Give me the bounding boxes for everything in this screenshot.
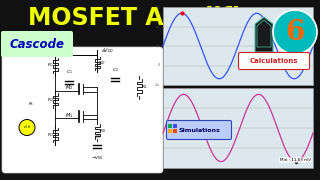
Text: $C_1$: $C_1$: [66, 69, 72, 76]
Text: $aV_{DD}$: $aV_{DD}$: [101, 46, 115, 55]
Text: $v_i(t)$: $v_i(t)$: [23, 124, 31, 131]
Text: Simulations: Simulations: [178, 127, 220, 132]
Text: 6u: 6u: [156, 5, 160, 9]
Text: $C_S$: $C_S$: [93, 133, 100, 141]
Text: $R_1$: $R_1$: [47, 62, 53, 69]
Text: Cascode: Cascode: [10, 37, 65, 51]
Text: 2u: 2u: [156, 44, 160, 48]
Text: -2u: -2u: [155, 83, 160, 87]
Text: $R_L$: $R_L$: [141, 84, 147, 91]
Text: $M_2$: $M_2$: [65, 83, 73, 92]
Text: 6: 6: [285, 19, 305, 46]
Text: Max: 11.13 mV: Max: 11.13 mV: [280, 42, 311, 46]
FancyBboxPatch shape: [166, 120, 231, 140]
Text: Calculations: Calculations: [250, 58, 298, 64]
Text: 0: 0: [158, 64, 160, 68]
Circle shape: [273, 10, 317, 54]
Text: $C_2$: $C_2$: [112, 67, 119, 74]
Circle shape: [19, 120, 35, 136]
Text: $R_2$: $R_2$: [47, 97, 53, 104]
Bar: [173, 129, 177, 133]
Text: $R_3$: $R_3$: [47, 131, 53, 139]
Text: $R_D$: $R_D$: [98, 60, 106, 68]
FancyBboxPatch shape: [163, 7, 313, 85]
FancyBboxPatch shape: [1, 31, 73, 57]
Text: MOSFET Amplifier: MOSFET Amplifier: [28, 6, 268, 30]
FancyBboxPatch shape: [163, 88, 313, 168]
Text: $R_s$: $R_s$: [28, 101, 34, 108]
Text: Min: -11.63 mV: Min: -11.63 mV: [280, 158, 311, 162]
Text: $R_S$: $R_S$: [99, 128, 106, 135]
Text: 4u: 4u: [156, 24, 160, 28]
Bar: [168, 129, 172, 133]
Bar: [168, 124, 172, 128]
Text: $M_1$: $M_1$: [65, 112, 73, 120]
Bar: [173, 124, 177, 128]
FancyBboxPatch shape: [238, 53, 309, 69]
Polygon shape: [255, 17, 273, 52]
FancyBboxPatch shape: [2, 47, 163, 173]
Text: $-V_{SS}$: $-V_{SS}$: [91, 155, 103, 162]
